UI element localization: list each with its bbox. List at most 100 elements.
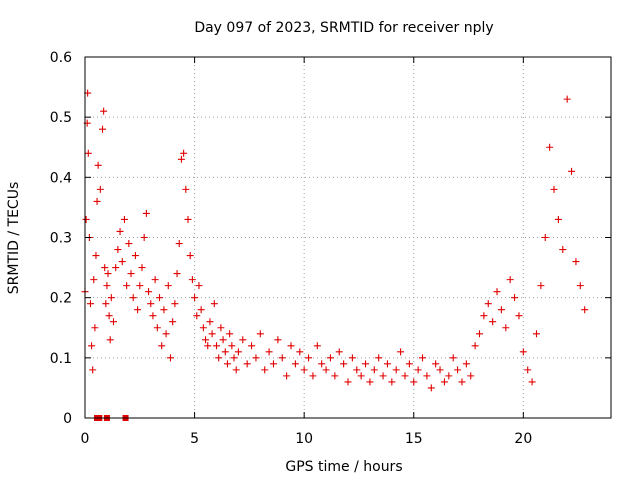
- data-point: [397, 348, 405, 356]
- data-point: [568, 167, 576, 175]
- data-point: [326, 354, 334, 362]
- data-point: [160, 306, 168, 314]
- data-point: [283, 372, 291, 380]
- y-tick-label: 0.2: [50, 291, 72, 307]
- data-point: [576, 282, 584, 290]
- data-point: [432, 360, 440, 368]
- data-point: [173, 270, 181, 278]
- y-tick-label: 0.3: [50, 231, 72, 247]
- data-point: [388, 378, 396, 386]
- data-point: [136, 282, 144, 290]
- data-point: [234, 348, 242, 356]
- data-point: [164, 282, 172, 290]
- data-point: [265, 348, 273, 356]
- data-point: [228, 342, 236, 350]
- data-point: [305, 354, 313, 362]
- data-point: [278, 354, 286, 362]
- data-point: [261, 366, 269, 374]
- data-points: [81, 89, 589, 421]
- data-point: [419, 354, 427, 362]
- data-point: [357, 372, 365, 380]
- data-point: [134, 306, 142, 314]
- data-point: [199, 324, 207, 332]
- data-point: [401, 372, 409, 380]
- data-point: [519, 348, 527, 356]
- data-point: [524, 366, 532, 374]
- data-point: [180, 149, 188, 157]
- data-point: [184, 215, 192, 223]
- data-point: [462, 360, 470, 368]
- data-point: [96, 185, 104, 193]
- data-point: [112, 264, 120, 272]
- data-point: [537, 282, 545, 290]
- data-point: [140, 234, 148, 241]
- data-point: [445, 372, 453, 380]
- data-point: [182, 185, 190, 193]
- data-point: [109, 318, 117, 326]
- data-point: [383, 360, 391, 368]
- data-point: [484, 300, 492, 308]
- data-point: [296, 348, 304, 356]
- data-point: [213, 342, 220, 350]
- data-point: [104, 270, 112, 278]
- data-point: [440, 378, 448, 386]
- data-point: [375, 354, 383, 362]
- data-point: [215, 354, 223, 362]
- data-point: [230, 354, 238, 362]
- data-point: [99, 125, 107, 133]
- grid: [85, 57, 611, 418]
- data-point: [103, 282, 111, 290]
- data-point: [467, 372, 475, 380]
- data-point: [340, 360, 348, 368]
- data-point: [269, 360, 277, 368]
- data-point: [550, 185, 558, 193]
- data-point: [94, 161, 102, 169]
- data-point: [204, 342, 212, 350]
- data-point: [106, 336, 114, 344]
- data-point: [90, 276, 98, 284]
- data-point: [331, 372, 339, 380]
- data-point: [232, 366, 240, 374]
- x-tick-label: 15: [405, 431, 423, 447]
- data-point: [129, 294, 137, 302]
- data-point: [449, 354, 457, 362]
- data-point: [191, 294, 199, 302]
- y-tick-label: 0.5: [50, 110, 72, 126]
- data-point: [166, 354, 174, 362]
- y-tick-label: 0.4: [50, 170, 72, 186]
- data-point: [186, 252, 194, 260]
- data-point: [480, 312, 488, 320]
- data-point: [506, 276, 514, 284]
- data-point: [92, 252, 100, 260]
- y-tick-label: 0: [63, 411, 72, 427]
- data-point: [313, 342, 321, 350]
- x-tick-label: 0: [81, 431, 90, 447]
- data-point: [370, 366, 378, 374]
- data-point: [202, 336, 210, 344]
- data-point: [221, 348, 229, 356]
- data-point: [554, 215, 562, 223]
- data-point: [489, 318, 497, 326]
- data-point: [171, 300, 179, 308]
- data-point: [546, 143, 554, 151]
- data-point: [405, 360, 413, 368]
- data-point: [559, 246, 567, 254]
- data-point: [344, 378, 352, 386]
- data-point: [101, 264, 109, 272]
- data-point: [147, 300, 155, 308]
- data-point: [142, 209, 150, 217]
- data-point: [287, 342, 295, 350]
- data-point: [151, 276, 159, 284]
- data-point: [502, 324, 510, 332]
- y-tick-label: 0.6: [50, 50, 72, 66]
- data-point: [107, 294, 115, 302]
- data-point: [100, 107, 108, 115]
- data-point: [414, 366, 422, 374]
- x-tick-label: 20: [514, 431, 532, 447]
- data-point: [563, 95, 571, 103]
- data-point: [195, 282, 203, 290]
- data-point: [528, 378, 536, 386]
- data-point: [423, 372, 431, 380]
- data-point: [256, 330, 264, 338]
